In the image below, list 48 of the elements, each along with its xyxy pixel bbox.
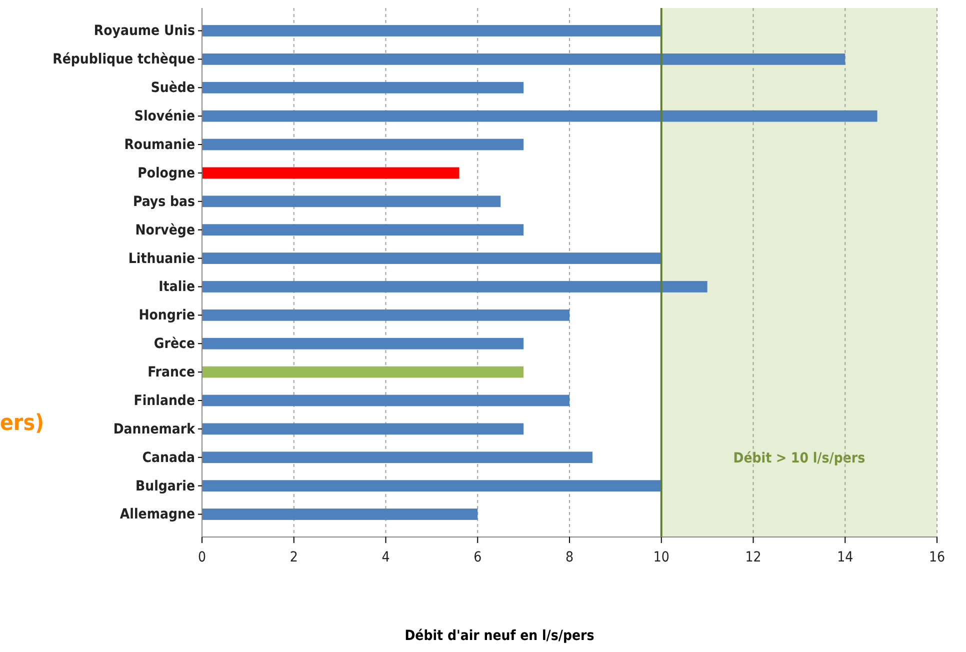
x-tick-label: 12 [745,549,762,566]
x-tick-label: 4 [382,549,390,566]
bar [202,423,524,435]
y-tick-label: Grèce [154,336,195,352]
bar [202,281,708,292]
bar [202,110,878,122]
y-tick-label: Italie [158,279,195,296]
bar [202,54,846,65]
y-tick-label: Pays bas [132,194,195,210]
x-tick-label: 14 [837,549,854,566]
bar [202,25,662,36]
y-tick-label: Royaume Unis [94,23,195,40]
y-tick-label: Norvège [135,222,195,238]
x-tick-label: 2 [290,549,298,566]
y-tick-label: Finlande [134,392,195,409]
bar [202,452,592,464]
bar [202,480,662,492]
y-tick-label: Slovénie [134,108,195,125]
bar [202,309,570,321]
y-tick-label: France [148,364,195,381]
x-tick-label: 8 [565,549,574,566]
x-tick-label: 10 [653,549,670,566]
x-axis-title: Débit d'air neuf en l/s/pers [404,628,594,644]
bar [202,338,524,350]
bar [202,508,478,520]
bar [202,252,662,264]
bar [202,366,524,378]
y-tick-label: Bulgarie [136,478,195,494]
y-tick-label: Dannemark [113,421,196,438]
bar [202,394,570,406]
bar [202,82,524,94]
x-tick-label: 6 [474,549,482,566]
bar [202,224,524,236]
y-tick-label: République tchèque [52,52,195,68]
y-tick-label: Lithuanie [128,250,195,267]
band-label: Débit > 10 l/s/pers [733,450,866,466]
y-tick-label: Suède [150,80,195,96]
y-tick-label: Pologne [138,165,195,182]
y-tick-label: Hongrie [138,308,195,324]
y-tick-label: Roumanie [124,136,195,153]
y-tick-label: Canada [142,450,195,466]
text: ers) [0,411,44,436]
bar [202,138,524,150]
x-tick-label: 0 [198,549,206,566]
y-tick-label: Allemagne [120,506,195,523]
bar [202,196,501,208]
bar [202,167,460,179]
x-tick-label: 16 [928,549,946,566]
